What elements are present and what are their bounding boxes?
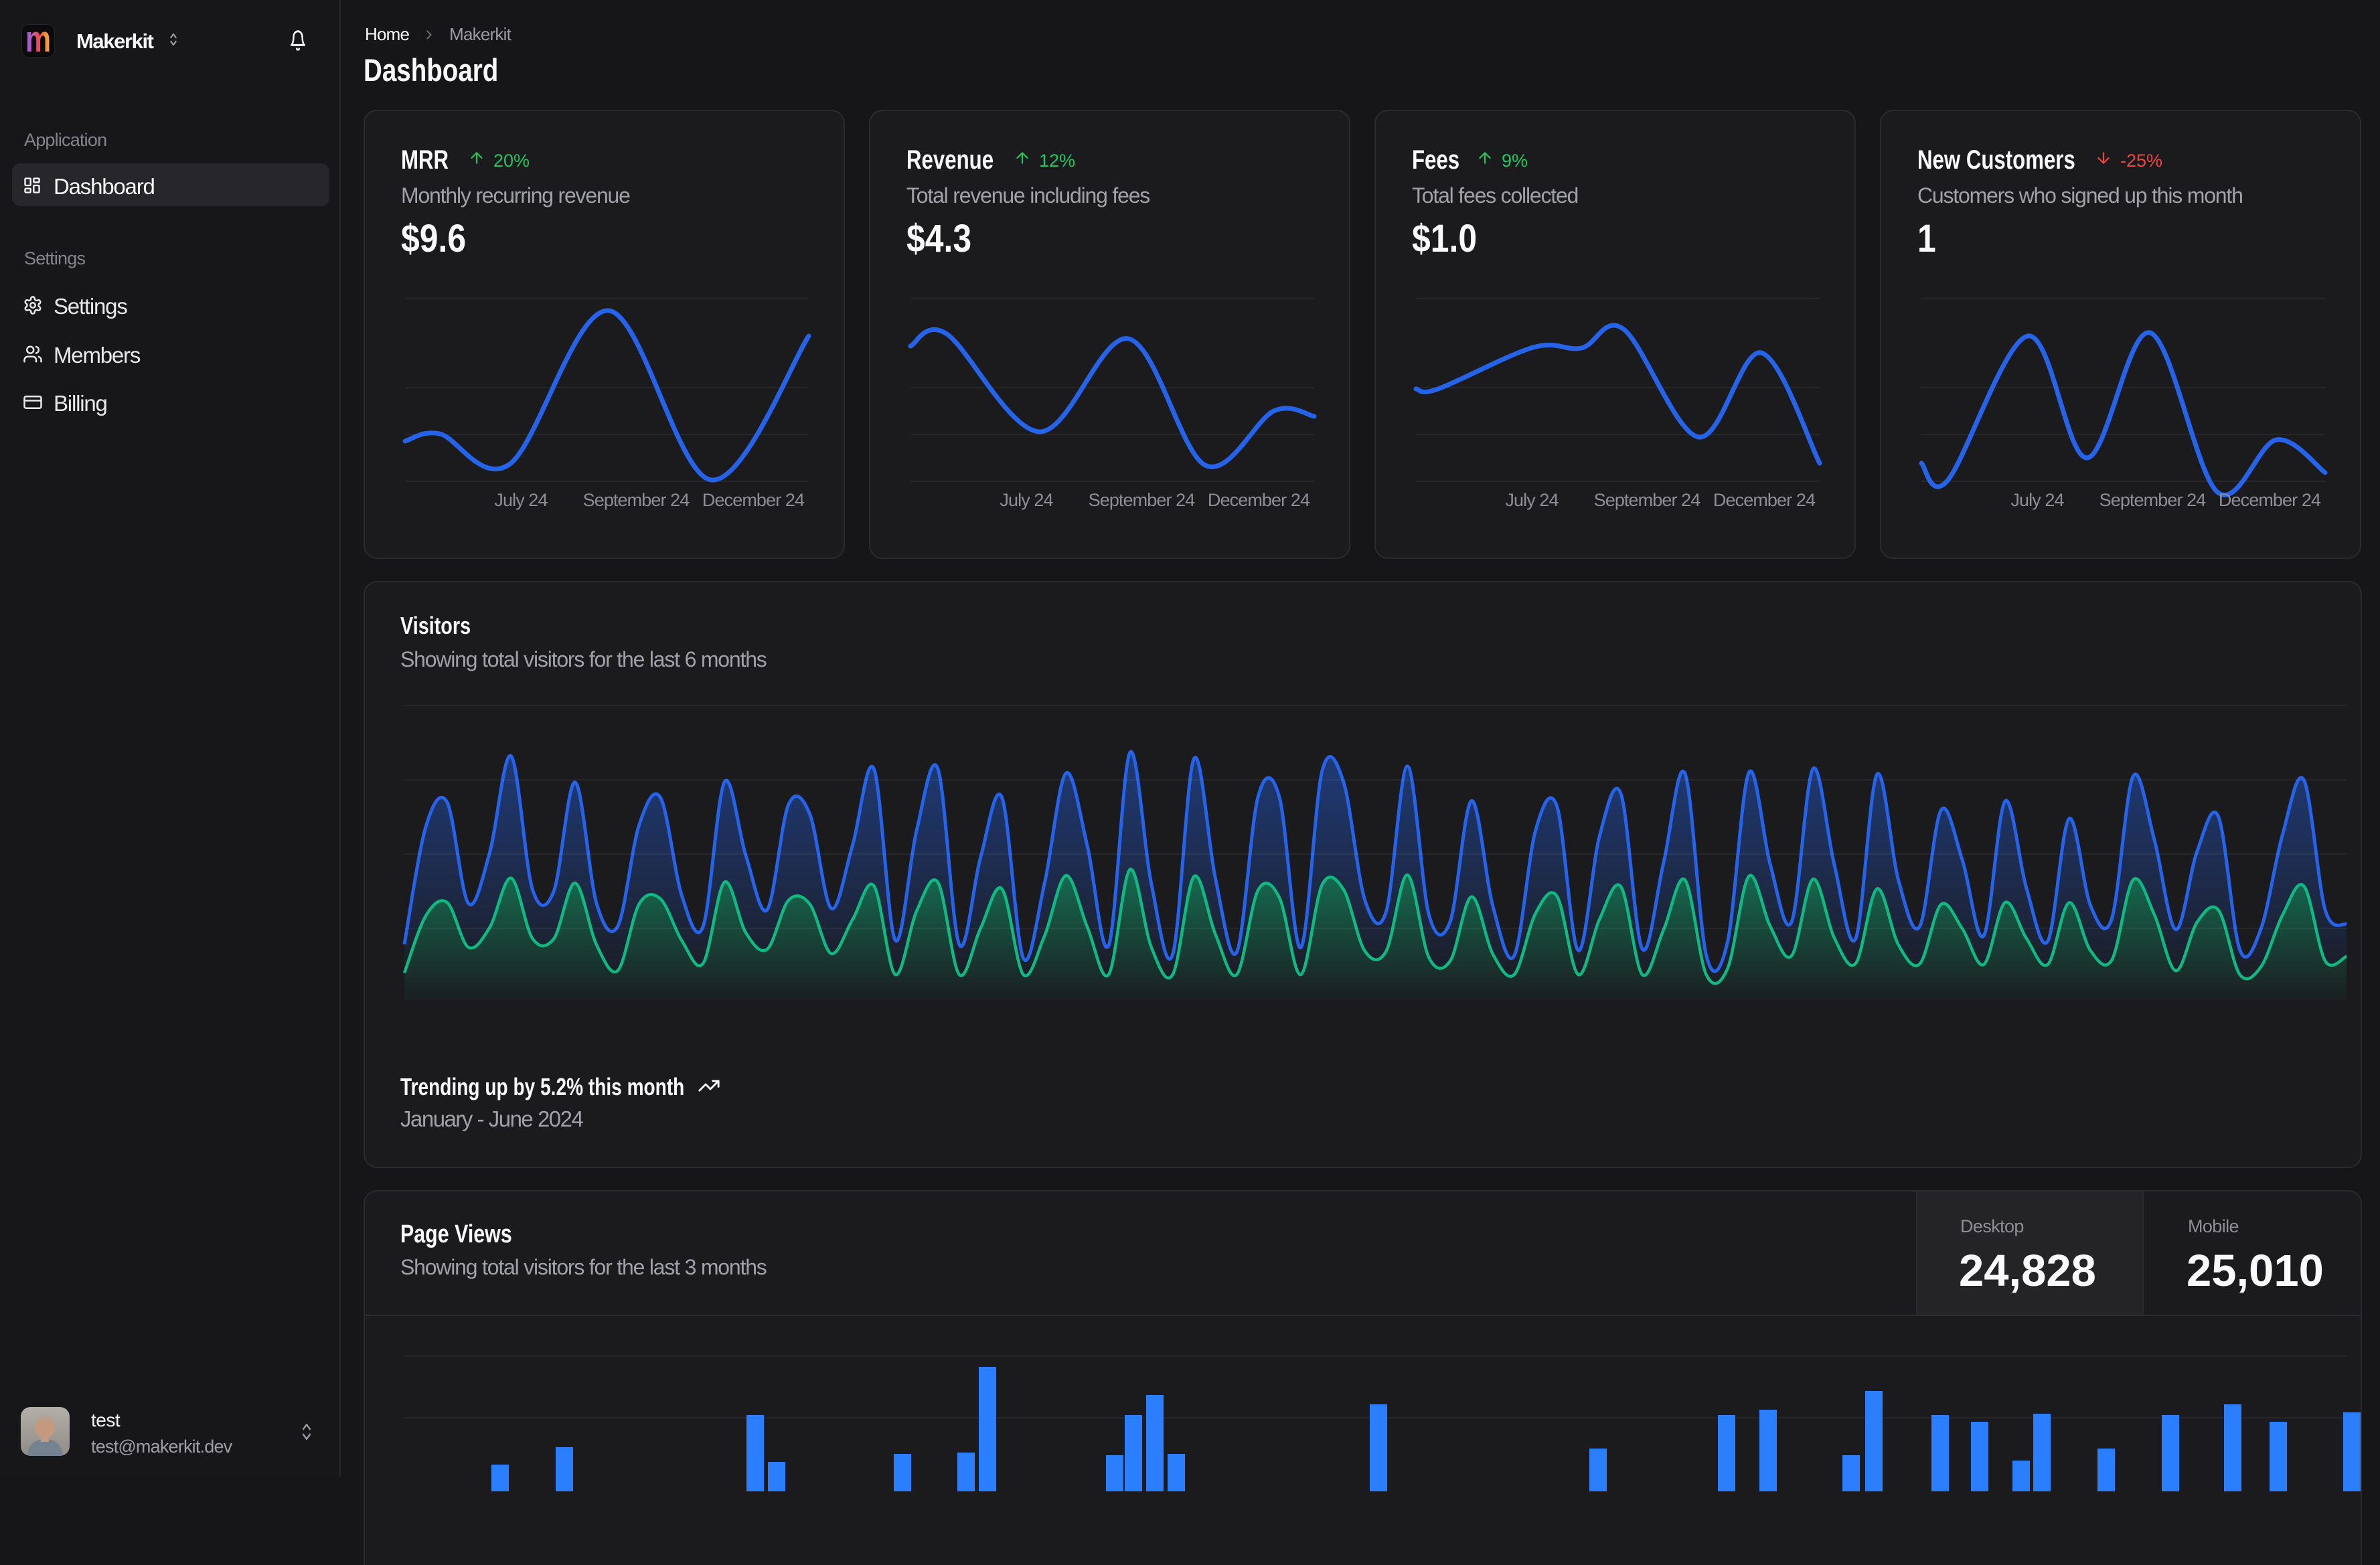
svg-text:m: m xyxy=(25,25,51,57)
